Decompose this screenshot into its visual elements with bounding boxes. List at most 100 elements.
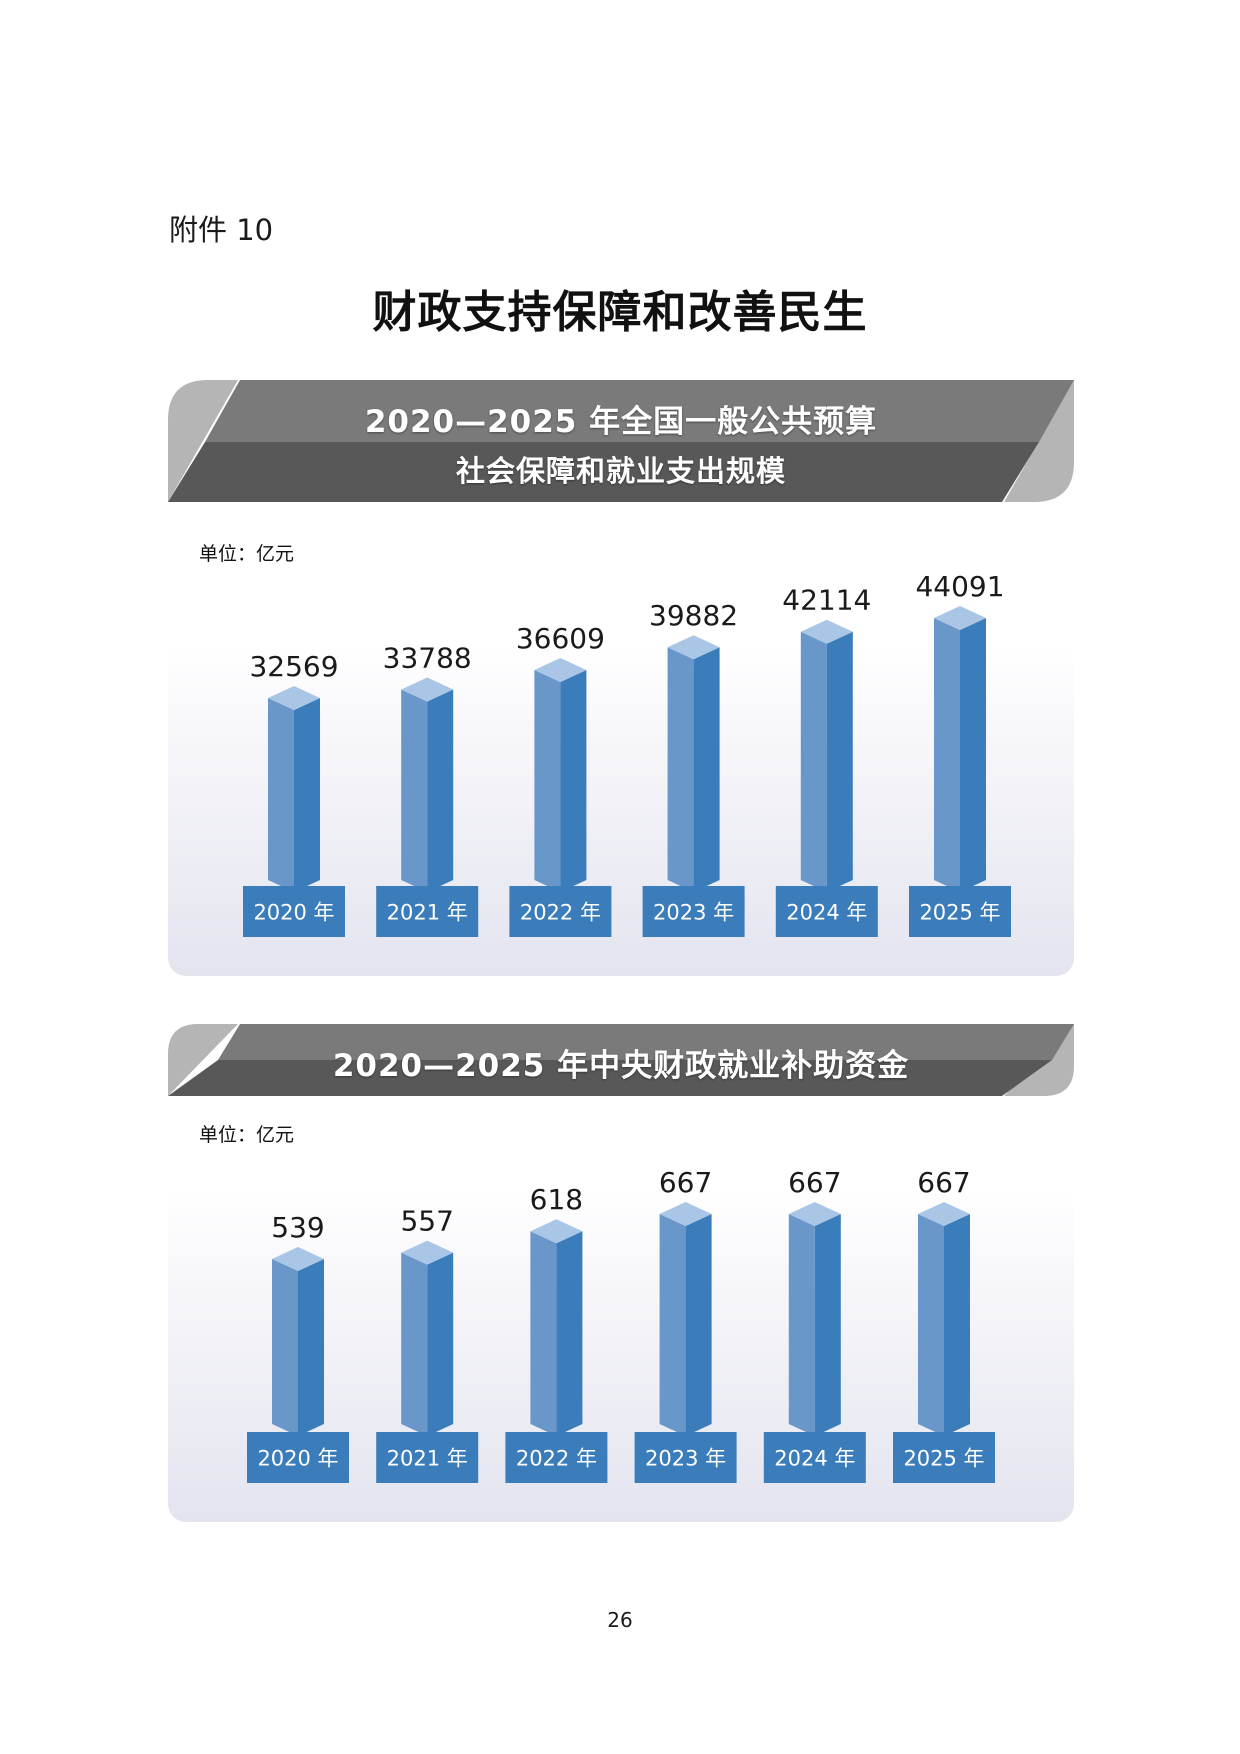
bar: [788, 1202, 841, 1436]
bar-value-label: 42114: [782, 584, 871, 617]
bar: [534, 657, 587, 892]
bar-side-face: [685, 1214, 712, 1436]
bar-top-face: [788, 1202, 841, 1226]
bar-front-face: [401, 689, 428, 892]
bar-side-face: [960, 618, 986, 892]
chart-title-banner: 2020—2025 年全国一般公共预算 社会保障和就业支出规模: [168, 380, 1074, 502]
bar: [401, 677, 454, 892]
bar-front-face: [534, 669, 561, 892]
x-tick-label: 2020 年: [253, 901, 334, 925]
bar-side-face: [826, 631, 853, 892]
bar-value-label: 44091: [915, 570, 1004, 603]
x-tick-label: 2024 年: [774, 1447, 855, 1471]
bar-side-face: [560, 669, 587, 892]
bar-side-face: [556, 1231, 583, 1436]
bar-front-face: [530, 1231, 557, 1436]
bar-top-face: [272, 1247, 324, 1271]
document-title: 财政支持保障和改善民生: [372, 287, 868, 338]
bar-value-label: 36609: [516, 622, 605, 655]
bar-top-face: [530, 1219, 583, 1244]
page-number: 26: [607, 1608, 633, 1632]
banner-background: [168, 380, 1074, 502]
x-tick-label: 2022 年: [520, 901, 601, 925]
bar-chart-employment-subsidy: 539 2020 年 557 2021 年 618 2022 年 667 2023 年 667 2…: [247, 1166, 995, 1483]
chart-section-employment-subsidy: 2020—2025 年中央财政就业补助资金 单位：亿元 539 2020 年 557…: [168, 1024, 1074, 1522]
year-label-box: [763, 1432, 866, 1483]
bar-front-face: [918, 1214, 944, 1436]
chart-title-banner: 2020—2025 年中央财政就业补助资金: [168, 1024, 1074, 1096]
bar-value-label: 539: [271, 1211, 324, 1244]
bar-top-face: [800, 619, 853, 644]
chart-title-line-1: 2020—2025 年全国一般公共预算: [364, 404, 878, 440]
bar-chart-social-security: 32569 2020 年 33788 2021 年 36609 2022 年 39882 20…: [243, 570, 1011, 937]
x-tick-label: 2021 年: [387, 901, 468, 925]
year-label-box: [505, 1432, 608, 1483]
year-label-box: [376, 1432, 479, 1483]
bar-side-face: [944, 1214, 970, 1436]
bar-front-face: [667, 647, 694, 892]
bar-value-label: 557: [400, 1205, 453, 1238]
x-tick-label: 2025 年: [919, 901, 1000, 925]
x-tick-label: 2024 年: [786, 901, 867, 925]
year-label-box: [642, 886, 745, 937]
bar: [800, 619, 853, 892]
bar-front-face: [268, 698, 294, 892]
x-tick-label: 2021 年: [387, 1447, 468, 1471]
bar: [659, 1202, 712, 1436]
annex-label: 附件 10: [169, 213, 274, 247]
bar-value-label: 39882: [649, 599, 738, 632]
bar-top-face: [918, 1202, 970, 1226]
bar-top-face: [534, 657, 587, 682]
bar-value-label: 667: [917, 1166, 970, 1199]
bar: [272, 1247, 324, 1436]
bar-front-face: [934, 618, 960, 892]
bar: [667, 635, 720, 892]
unit-label: 单位：亿元: [199, 543, 295, 565]
x-tick-label: 2023 年: [645, 1447, 726, 1471]
bar-top-face: [667, 635, 720, 660]
chart-title: 2020—2025 年中央财政就业补助资金: [332, 1048, 910, 1084]
bar: [401, 1240, 454, 1436]
year-label-box: [247, 1432, 349, 1483]
year-label-box: [909, 886, 1011, 937]
bar-front-face: [659, 1214, 686, 1436]
x-tick-label: 2020 年: [257, 1447, 338, 1471]
year-label-box: [893, 1432, 995, 1483]
bar-value-label: 667: [788, 1166, 841, 1199]
bar-front-face: [800, 631, 827, 892]
x-tick-label: 2025 年: [903, 1447, 984, 1471]
banner-background: [168, 1024, 1074, 1096]
unit-label: 单位：亿元: [199, 1124, 295, 1146]
bar-value-label: 33788: [383, 642, 472, 675]
bar-top-face: [401, 677, 454, 702]
x-tick-label: 2022 年: [516, 1447, 597, 1471]
bar-front-face: [788, 1214, 815, 1436]
bar-value-label: 667: [659, 1166, 712, 1199]
chart-title-line-2: 社会保障和就业支出规模: [455, 454, 786, 488]
year-label-box: [634, 1432, 737, 1483]
bar-top-face: [659, 1202, 712, 1226]
bar-value-label: 618: [530, 1183, 583, 1216]
year-label-box: [775, 886, 878, 937]
bar-side-face: [298, 1259, 324, 1436]
year-label-box: [243, 886, 345, 937]
year-label-box: [376, 886, 479, 937]
bar-value-label: 32569: [249, 650, 338, 683]
bar-side-face: [427, 689, 454, 892]
bar-top-face: [401, 1240, 454, 1265]
bar: [530, 1219, 583, 1436]
chart-section-social-security: 2020—2025 年全国一般公共预算 社会保障和就业支出规模 单位：亿元 32…: [168, 380, 1074, 976]
bar-front-face: [272, 1259, 298, 1436]
x-tick-label: 2023 年: [653, 901, 734, 925]
bar: [918, 1202, 970, 1436]
bar-front-face: [401, 1252, 428, 1436]
bar: [268, 686, 320, 892]
bar-side-face: [294, 698, 320, 892]
bar-top-face: [934, 606, 986, 630]
bar-side-face: [427, 1252, 454, 1436]
bar-side-face: [814, 1214, 841, 1436]
bar-top-face: [268, 686, 320, 710]
bar: [934, 606, 986, 892]
year-label-box: [509, 886, 612, 937]
bar-side-face: [693, 647, 720, 892]
